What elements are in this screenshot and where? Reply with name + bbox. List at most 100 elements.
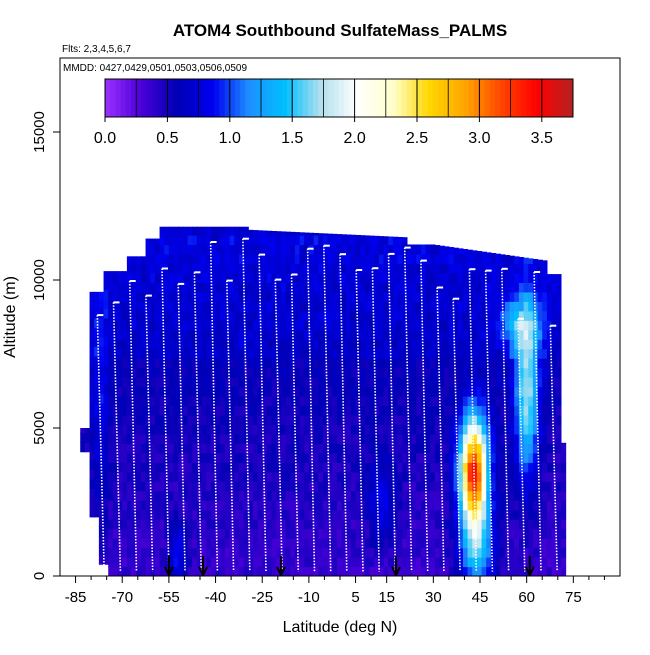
curtain-cell (551, 367, 557, 378)
curtain-cell (402, 452, 408, 463)
curtain-cell (280, 519, 287, 530)
curtain-cell (406, 538, 413, 549)
curtain-cell (542, 386, 548, 397)
flight-marker-arrow (524, 556, 535, 576)
curtain-cell (542, 405, 548, 416)
curtain-cell (192, 462, 198, 473)
curtain-cell (243, 471, 249, 482)
curtain-cell (523, 414, 529, 426)
colorbar-swatch (552, 79, 558, 117)
curtain-cell (136, 547, 142, 558)
curtain-cell (290, 263, 296, 274)
curtain-cell (224, 310, 231, 321)
curtain-cell (430, 433, 436, 444)
curtain-cell (322, 490, 329, 501)
curtain-cell (346, 405, 352, 416)
curtain-cell (313, 462, 319, 473)
curtain-cell (164, 481, 170, 492)
curtain-cell (444, 452, 450, 463)
curtain-cell (145, 367, 151, 378)
curtain-cell (257, 481, 263, 492)
curtain-cell (89, 365, 95, 376)
curtain-cell (299, 367, 305, 378)
curtain-cell (220, 282, 226, 293)
curtain-cell (294, 443, 301, 454)
curtain-cell (238, 396, 245, 407)
curtain-cell (299, 386, 305, 397)
curtain-cell (187, 358, 193, 369)
curtain-cell (126, 443, 133, 454)
curtain-cell (243, 244, 249, 255)
curtain-cell (546, 509, 553, 520)
curtain-cell (402, 557, 408, 568)
curtain-cell (150, 272, 156, 283)
curtain-cell (117, 509, 123, 520)
curtain-cell (472, 443, 478, 454)
curtain-cell (313, 414, 319, 426)
curtain-cell (439, 405, 445, 416)
curtain-cell (556, 490, 562, 501)
curtain-cell (145, 310, 151, 321)
colorbar-swatch (515, 79, 522, 117)
curtain-cell (327, 509, 333, 520)
curtain-cell (444, 443, 450, 454)
curtain-cell (476, 414, 483, 426)
curtain-cell (336, 490, 343, 501)
curtain-cell (392, 301, 399, 312)
curtain-cell (425, 452, 431, 463)
curtain-cell (103, 289, 109, 300)
curtain-cell (476, 310, 483, 321)
curtain-cell (182, 253, 189, 265)
curtain-cell (332, 462, 338, 473)
curtain-cell (318, 557, 324, 568)
curtain-cell (378, 253, 385, 265)
curtain-cell (294, 358, 301, 369)
curtain-cell (448, 462, 455, 473)
curtain-cell (182, 348, 189, 359)
curtain-cell (290, 231, 296, 236)
curtain-cell (411, 414, 417, 426)
curtain-cell (341, 301, 347, 312)
curtain-cell (126, 414, 133, 426)
curtain-cell (472, 509, 478, 520)
curtain-cell (397, 443, 403, 454)
curtain-cell (182, 329, 189, 340)
curtain-cell (369, 405, 375, 416)
curtain-cell (313, 433, 319, 444)
curtain-cell (542, 547, 548, 558)
curtain-cell (145, 263, 151, 274)
curtain-cell (234, 272, 240, 283)
curtain-cell (196, 424, 203, 435)
curtain-cell (467, 528, 473, 539)
curtain-cell (108, 386, 114, 397)
curtain-cell (117, 519, 123, 530)
curtain-cell (425, 263, 431, 274)
curtain-cell (229, 443, 235, 454)
curtain-cell (467, 310, 473, 321)
curtain-cell (350, 348, 357, 359)
curtain-cell (467, 405, 473, 416)
curtain-cell (490, 282, 497, 293)
curtain-cell (430, 367, 436, 378)
colorbar-swatch (479, 79, 486, 117)
curtain-cell (472, 291, 478, 302)
curtain-cell (383, 471, 389, 482)
curtain-cell (360, 272, 366, 283)
curtain-cell (341, 234, 347, 236)
curtain-cell (192, 226, 198, 236)
curtain-cell (276, 339, 282, 350)
curtain-cell (154, 386, 161, 397)
curtain-cell (136, 256, 142, 265)
curtain-cell (252, 230, 259, 236)
dates-label: MMDD: 0427,0429,0501,0503,0506,0509 (63, 63, 247, 74)
curtain-cell (350, 509, 357, 520)
curtain-cell (322, 339, 329, 350)
curtain-cell (98, 327, 105, 338)
curtain-cell (196, 329, 203, 340)
curtain-cell (210, 424, 217, 435)
curtain-cell (430, 557, 436, 568)
curtain-cell (313, 358, 319, 369)
colorbar-swatch (183, 79, 189, 117)
curtain-cell (378, 291, 385, 302)
curtain-cell (523, 386, 529, 397)
